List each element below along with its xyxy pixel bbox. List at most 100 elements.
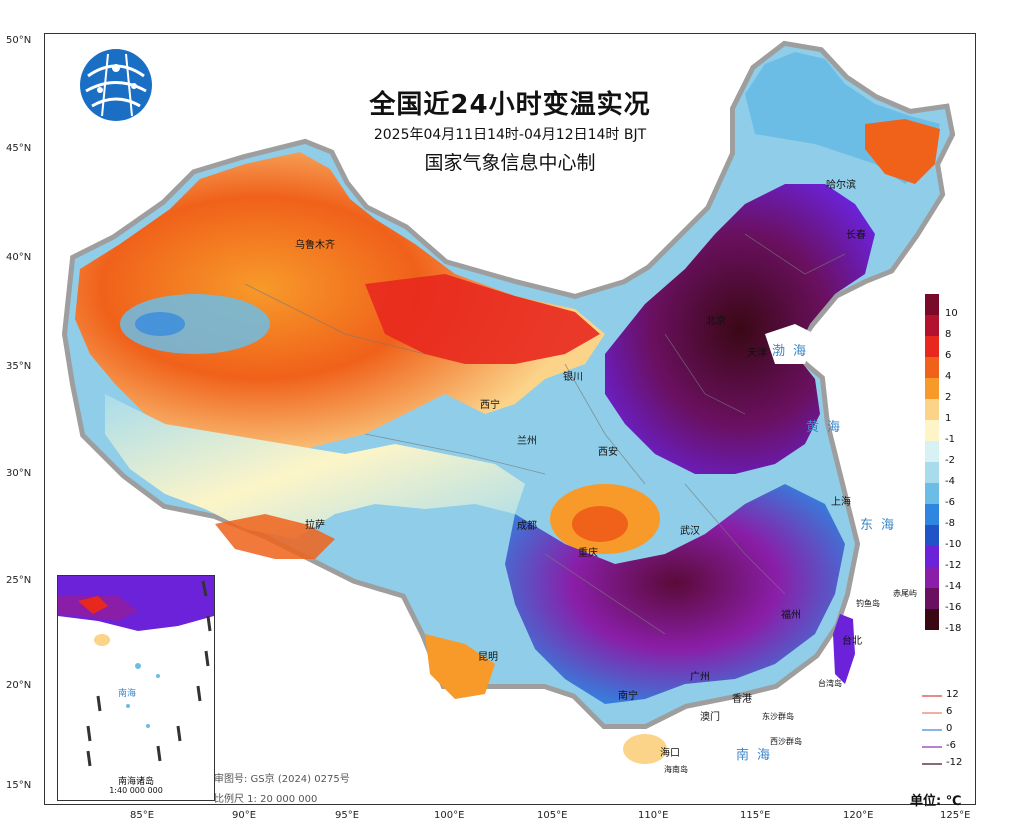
inset-sea-label: 南海 xyxy=(118,689,137,699)
city-xian: 西安 xyxy=(598,447,618,458)
temperature-change-map xyxy=(61,40,956,764)
city-guangzhou: 广州 xyxy=(690,672,710,683)
legend-swatch xyxy=(925,483,939,504)
warm-region-northwest xyxy=(75,152,605,454)
label-xisha: 西沙群岛 xyxy=(770,737,802,746)
legend-swatch xyxy=(925,567,939,588)
lon-label: 85°E xyxy=(130,810,155,821)
province-borders xyxy=(244,233,846,635)
legend-swatch xyxy=(925,609,939,630)
city-lanzhou: 兰州 xyxy=(517,436,537,447)
legend-label: -12 xyxy=(945,560,962,571)
sea-nanhai: 南海 xyxy=(736,748,779,763)
south-china-sea-inset: 南海 南海诸岛 1:40 000 000 xyxy=(57,575,215,801)
color-legend: 10 8 6 4 2 1 -1 -2 -4 -6 -8 -10 -12 -14 … xyxy=(925,294,995,634)
map-agency: 国家气象信息中心制 xyxy=(424,152,596,174)
legend-swatch xyxy=(925,378,939,399)
legend-label: 1 xyxy=(945,413,952,424)
label-dongsha: 东沙群岛 xyxy=(762,712,794,721)
warm-patch-northeast xyxy=(865,119,940,184)
city-fuzhou: 福州 xyxy=(781,610,801,621)
legend-swatch xyxy=(925,399,939,420)
city-urumqi: 乌鲁木齐 xyxy=(295,240,335,251)
map-frame xyxy=(44,33,976,805)
line-legend-item: -12 xyxy=(920,757,980,770)
lon-label: 95°E xyxy=(335,810,360,821)
tibet-plateau xyxy=(105,394,525,539)
warm-patch-yunnan xyxy=(425,634,495,699)
legend-label: 2 xyxy=(945,392,952,403)
legend-label: -6 xyxy=(945,497,955,508)
lat-label: 15°N xyxy=(6,780,32,791)
sichuan-basin-core xyxy=(572,506,628,542)
legend-label: 6 xyxy=(945,350,952,361)
city-wuhan: 武汉 xyxy=(680,526,700,537)
legend-swatch xyxy=(925,336,939,357)
label-hainan: 海南岛 xyxy=(664,765,688,774)
city-hongkong: 香港 xyxy=(732,694,752,705)
lon-label: 125°E xyxy=(940,810,971,821)
cold-region-south xyxy=(505,484,845,704)
city-beijing: 北京 xyxy=(706,316,726,327)
lat-label: 25°N xyxy=(6,575,32,586)
legend-label: -10 xyxy=(945,539,962,550)
sea-huanghai: 黄海 xyxy=(806,420,849,435)
legend-swatch xyxy=(925,441,939,462)
legend-swatch xyxy=(925,357,939,378)
lat-label: 20°N xyxy=(6,680,32,691)
city-shanghai: 上海 xyxy=(831,497,851,508)
taiwan-island xyxy=(833,614,855,684)
label-diaoyu: 钓鱼岛 xyxy=(856,599,880,608)
legend-label: -8 xyxy=(945,518,955,529)
map-subtitle: 2025年04月11日14时-04月12日14时 BJT xyxy=(373,127,647,143)
line-legend-item: 12 xyxy=(920,689,980,702)
map-scale: 比例尺 1: 20 000 000 xyxy=(214,794,318,805)
line-legend-item: 6 xyxy=(920,706,980,719)
city-chengdu: 成都 xyxy=(517,521,537,532)
city-haikou: 海口 xyxy=(660,748,680,759)
label-chiwei: 赤尾屿 xyxy=(893,589,917,598)
legend-label: 8 xyxy=(945,329,952,340)
lat-label: 40°N xyxy=(6,252,32,263)
inset-title: 南海诸岛 xyxy=(117,777,154,787)
legend-swatch xyxy=(925,525,939,546)
hainan-island xyxy=(623,734,667,764)
lat-label: 30°N xyxy=(6,468,32,479)
lon-label: 90°E xyxy=(232,810,257,821)
lon-label: 120°E xyxy=(843,810,874,821)
warm-patch-south-tibet xyxy=(215,514,335,559)
hot-belt-gansu xyxy=(365,274,600,364)
legend-label: -18 xyxy=(945,623,962,634)
city-nanning: 南宁 xyxy=(618,691,638,702)
city-changchun: 长春 xyxy=(846,230,866,241)
contour-line-legend: 12 6 0 -6 -12 xyxy=(920,689,980,770)
review-number: 审图号: GS京 (2024) 0275号 xyxy=(214,774,350,785)
city-yinchuan: 银川 xyxy=(563,372,583,383)
sea-donghai: 东海 xyxy=(860,518,903,533)
legend-swatch xyxy=(925,315,939,336)
legend-swatch xyxy=(925,462,939,483)
tarim-basin-cool xyxy=(120,294,270,354)
map-title: 全国近24小时变温实况 xyxy=(369,90,651,120)
legend-label: 4 xyxy=(945,371,952,382)
tarim-basin-core xyxy=(135,312,185,336)
sea-bohai: 渤海 xyxy=(772,344,815,359)
city-macau: 澳门 xyxy=(700,712,720,723)
legend-swatch xyxy=(925,294,939,315)
legend-swatch xyxy=(925,504,939,525)
bohai-sea-area xyxy=(765,324,815,364)
line-legend-item: -6 xyxy=(920,740,980,753)
legend-label: -4 xyxy=(945,476,955,487)
lon-label: 110°E xyxy=(638,810,669,821)
legend-label: -14 xyxy=(945,581,962,592)
legend-label: -1 xyxy=(945,434,955,445)
legend-label: -2 xyxy=(945,455,955,466)
cma-logo-icon xyxy=(80,49,152,121)
inset-scale: 1:40 000 000 xyxy=(109,786,163,795)
lat-label: 35°N xyxy=(6,361,32,372)
legend-swatch xyxy=(925,420,939,441)
line-legend-item: 0 xyxy=(920,723,980,736)
lat-label: 50°N xyxy=(6,35,32,46)
city-lhasa: 拉萨 xyxy=(305,520,325,531)
city-chongqing: 重庆 xyxy=(578,548,598,559)
